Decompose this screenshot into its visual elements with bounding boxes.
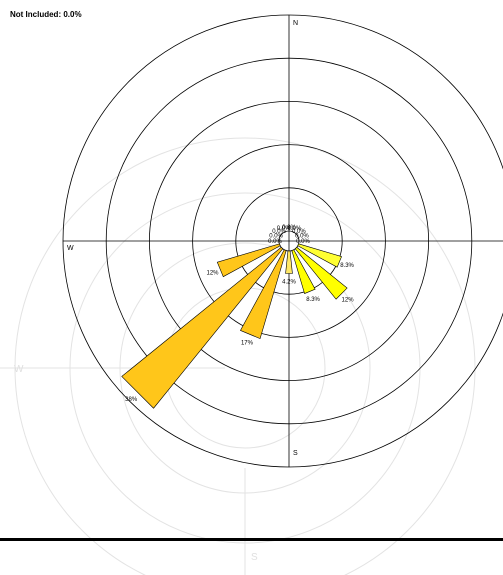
petal-s [285, 250, 293, 274]
petal-ssw [240, 249, 287, 340]
petal-label-sw: 38% [125, 397, 138, 403]
petal-label-e: 0.0% [296, 239, 310, 245]
petal-sw [121, 246, 284, 409]
rose-labels: 0.0%0.0%0.0%0.0%0.0%8.3%12%8.3%4.2%17%38… [125, 225, 354, 403]
petal-label-nne: 0.0% [288, 226, 302, 232]
petal-ese [297, 243, 342, 268]
divider-bar [0, 538, 503, 541]
petal-label-sse: 8.3% [306, 297, 320, 303]
petal-wsw [216, 243, 281, 278]
dir-label-w: W [67, 245, 74, 252]
petal-sse [291, 249, 316, 294]
rose-direction-labels: NESW [67, 20, 298, 457]
dir-label-n: N [293, 20, 298, 27]
petal-label-ne: 0.0% [292, 229, 306, 235]
ghost-dir-s: S [251, 552, 258, 563]
petal-se [294, 246, 348, 300]
petal-label-nnw: 0.0% [277, 226, 291, 232]
petal-label-wnw: 0.0% [269, 234, 283, 240]
ghost-rose: WS [0, 137, 476, 575]
petal-label-ssw: 17% [241, 340, 254, 346]
rose-petals [121, 243, 348, 409]
petal-label-n: 0.0% [282, 225, 296, 231]
not-included-label: Not Included: 0.0% [10, 10, 82, 19]
dir-label-s: S [293, 450, 298, 457]
ghost-dir-w: W [14, 364, 24, 375]
petal-label-s: 4.2% [282, 280, 296, 286]
petal-label-se: 12% [342, 298, 355, 304]
rose-axes [63, 15, 503, 467]
petal-label-w: 0.0% [268, 239, 282, 245]
petal-label-wsw: 12% [206, 271, 219, 277]
petal-label-ese: 8.3% [340, 263, 354, 269]
petal-label-nw: 0.0% [272, 229, 286, 235]
petal-label-ene: 0.0% [295, 234, 309, 240]
